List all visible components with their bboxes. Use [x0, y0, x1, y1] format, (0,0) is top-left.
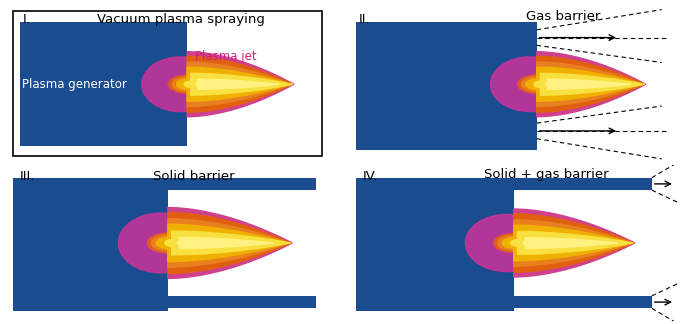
Polygon shape — [164, 231, 290, 255]
Bar — [155, 296, 316, 308]
Polygon shape — [517, 52, 646, 117]
Text: I.: I. — [23, 13, 31, 26]
Polygon shape — [502, 225, 631, 261]
Bar — [501, 296, 652, 308]
Text: Vacuum plasma spraying: Vacuum plasma spraying — [97, 13, 264, 26]
Bar — [13, 178, 168, 311]
Text: Plasma jet: Plasma jet — [195, 50, 257, 63]
Polygon shape — [534, 73, 645, 95]
Polygon shape — [526, 67, 642, 101]
Text: IV.: IV. — [362, 170, 377, 183]
Polygon shape — [156, 224, 288, 262]
Text: Solid barrier: Solid barrier — [153, 170, 234, 183]
Ellipse shape — [490, 57, 570, 111]
Polygon shape — [177, 67, 290, 101]
Bar — [356, 178, 514, 311]
Polygon shape — [521, 62, 643, 107]
Bar — [501, 178, 652, 190]
Bar — [20, 22, 187, 146]
Ellipse shape — [142, 57, 220, 111]
Text: Plasma generator: Plasma generator — [22, 78, 127, 91]
Bar — [356, 22, 537, 150]
Polygon shape — [151, 219, 290, 267]
Polygon shape — [147, 208, 292, 278]
Polygon shape — [184, 73, 292, 95]
Polygon shape — [148, 213, 291, 273]
Bar — [155, 178, 316, 190]
Ellipse shape — [119, 213, 203, 273]
Text: II.: II. — [359, 13, 371, 26]
Polygon shape — [168, 52, 294, 117]
Polygon shape — [498, 220, 632, 266]
Polygon shape — [172, 62, 291, 107]
Polygon shape — [545, 79, 630, 89]
Polygon shape — [493, 209, 635, 277]
Polygon shape — [495, 214, 634, 272]
Text: III.: III. — [20, 170, 35, 183]
Polygon shape — [169, 56, 292, 112]
Polygon shape — [511, 232, 633, 254]
Polygon shape — [523, 237, 617, 249]
Text: Gas barrier: Gas barrier — [526, 10, 600, 23]
Ellipse shape — [465, 214, 549, 272]
Polygon shape — [196, 79, 279, 89]
Polygon shape — [519, 56, 645, 112]
Polygon shape — [177, 237, 274, 249]
Text: Solid + gas barrier: Solid + gas barrier — [484, 168, 609, 181]
